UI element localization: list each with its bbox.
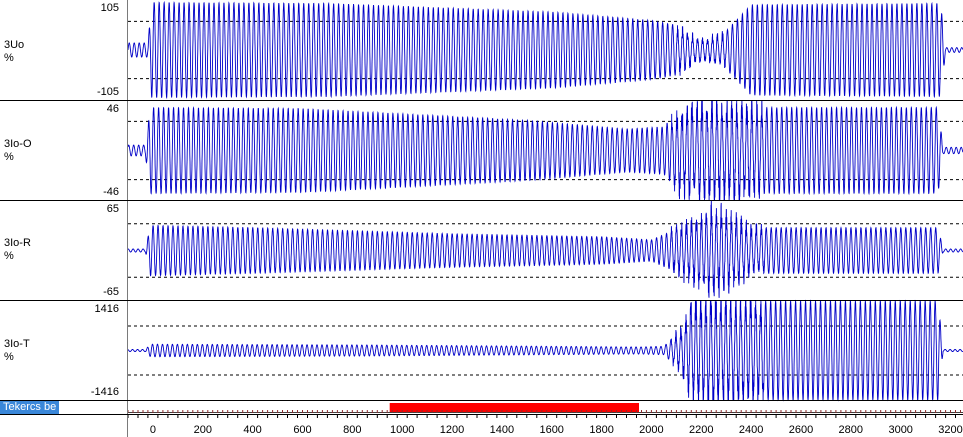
axis-tick-label: 2200 [689,424,713,436]
ymin-label: -65 [103,286,119,298]
axis-tick-label: 3000 [888,424,912,436]
digital-active-bar [389,403,639,412]
waveform-3io-t [128,299,963,402]
channel-unit: % [4,52,14,64]
channel-separator [0,300,963,301]
channel-label-3io-t[interactable]: 1416 3Io-T % -1416 [0,301,127,400]
axis-tick-label: 2000 [639,424,663,436]
ymin-label: -1416 [90,386,119,398]
axis-tick-label: 1800 [589,424,613,436]
axis-separator [0,414,963,415]
channel-unit: % [4,151,14,163]
axis-tick-label: 2800 [839,424,863,436]
axis-tick-label: 1600 [539,424,563,436]
ymin-label: -105 [96,86,119,98]
axis-tick-label: 0 [150,424,156,436]
waveform-3uo [128,0,963,100]
channel-name: 3Io-R [4,237,31,249]
channel-label-3uo[interactable]: 105 3Uo % -105 [0,0,127,100]
axis-tick-label: 2600 [789,424,813,436]
axis-tick-label: 200 [194,424,212,436]
channel-label-3io-r[interactable]: 65 3Io-R % -65 [0,201,127,300]
channel-unit: % [4,351,14,363]
axis-tick-label: 2400 [739,424,763,436]
ymin-label: -46 [103,186,119,198]
ymax-label: 1416 [94,303,119,315]
channel-name: 3Io-T [4,338,30,350]
axis-tick-label: 1200 [440,424,464,436]
channel-unit: % [4,250,14,262]
channel-label-3io-o[interactable]: 46 3Io-O % -46 [0,101,127,200]
channel-separator [0,400,963,401]
channel-separator [0,100,963,101]
axis-tick-label: 400 [243,424,261,436]
waveform-plot-area[interactable]: 0 200 400 600 800 1000 1200 1400 1600 1800 2000 220… [128,0,963,437]
axis-tick-label: 3200 [938,424,962,436]
channel-separator [0,200,963,201]
ymax-label: 105 [100,2,119,14]
ymax-label: 46 [106,103,119,115]
axis-tick-label: 600 [293,424,311,436]
label-divider[interactable] [127,0,128,437]
ymax-label: 65 [106,203,119,215]
axis-tick-label: 1000 [390,424,414,436]
digital-channel-label[interactable]: Tekercs be [0,401,59,414]
axis-label-spacer [0,414,127,437]
axis-tick-label: 1400 [490,424,514,436]
channel-name: 3Io-O [4,138,32,150]
waveform-3io-o [128,100,963,201]
waveform-3io-r [128,200,963,298]
channel-name: 3Uo [4,39,25,51]
axis-tick-label: 800 [343,424,361,436]
